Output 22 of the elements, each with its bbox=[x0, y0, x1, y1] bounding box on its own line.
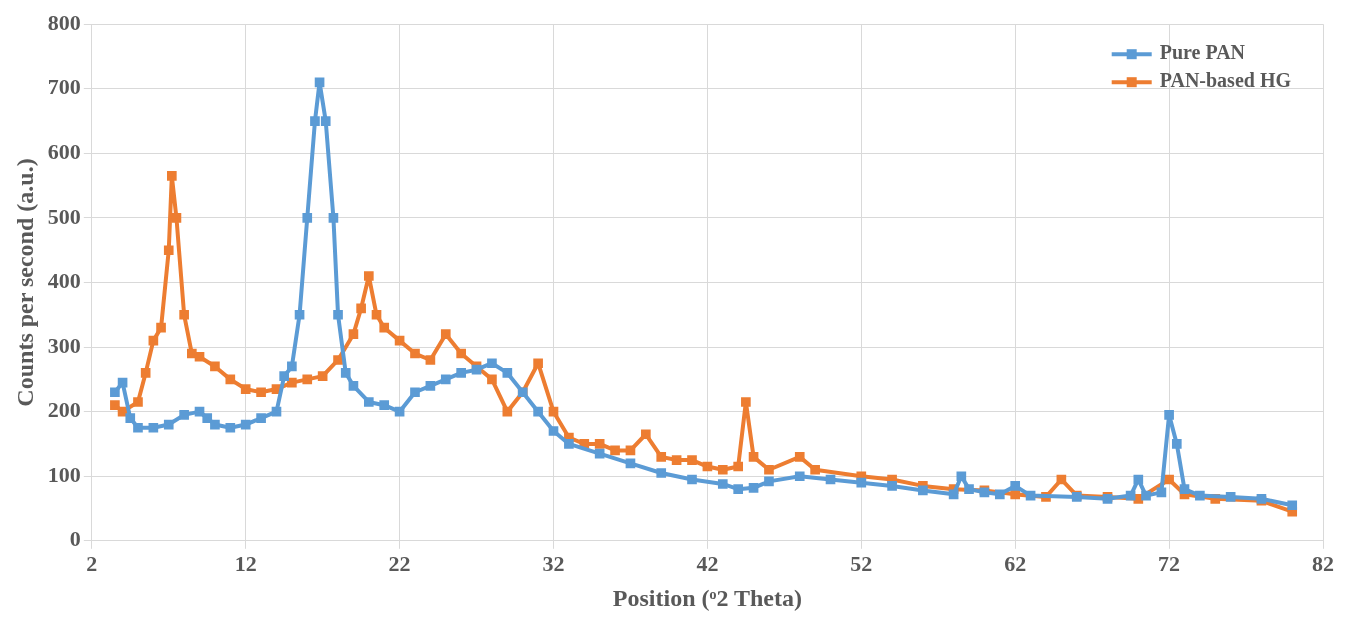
x-tick-label: 82 bbox=[1312, 550, 1334, 576]
legend-label: PAN-based HG bbox=[1159, 69, 1292, 92]
y-tick-label: 500 bbox=[47, 203, 81, 229]
y-axis-title: Counts per second (a.u.) bbox=[11, 158, 38, 407]
y-tick-label: 800 bbox=[47, 9, 81, 35]
x-tick-label: 2 bbox=[86, 550, 98, 576]
x-axis-title: Position (ᵒ2 Theta) bbox=[612, 584, 802, 611]
y-tick-label: 300 bbox=[47, 332, 81, 358]
y-tick-label: 200 bbox=[47, 397, 81, 423]
x-tick-label: 72 bbox=[1158, 550, 1181, 576]
x-tick-label: 32 bbox=[542, 550, 565, 576]
y-tick-label: 0 bbox=[69, 526, 81, 552]
x-tick-label: 22 bbox=[388, 550, 411, 576]
y-tick-label: 600 bbox=[47, 139, 81, 165]
legend-label: Pure PAN bbox=[1159, 41, 1246, 64]
x-tick-label: 12 bbox=[234, 550, 257, 576]
x-tick-label: 62 bbox=[1004, 550, 1027, 576]
y-tick-label: 700 bbox=[47, 74, 81, 100]
y-tick-label: 100 bbox=[47, 461, 81, 487]
y-tick-label: 400 bbox=[47, 268, 81, 294]
x-tick-label: 42 bbox=[696, 550, 719, 576]
x-tick-label: 52 bbox=[850, 550, 873, 576]
